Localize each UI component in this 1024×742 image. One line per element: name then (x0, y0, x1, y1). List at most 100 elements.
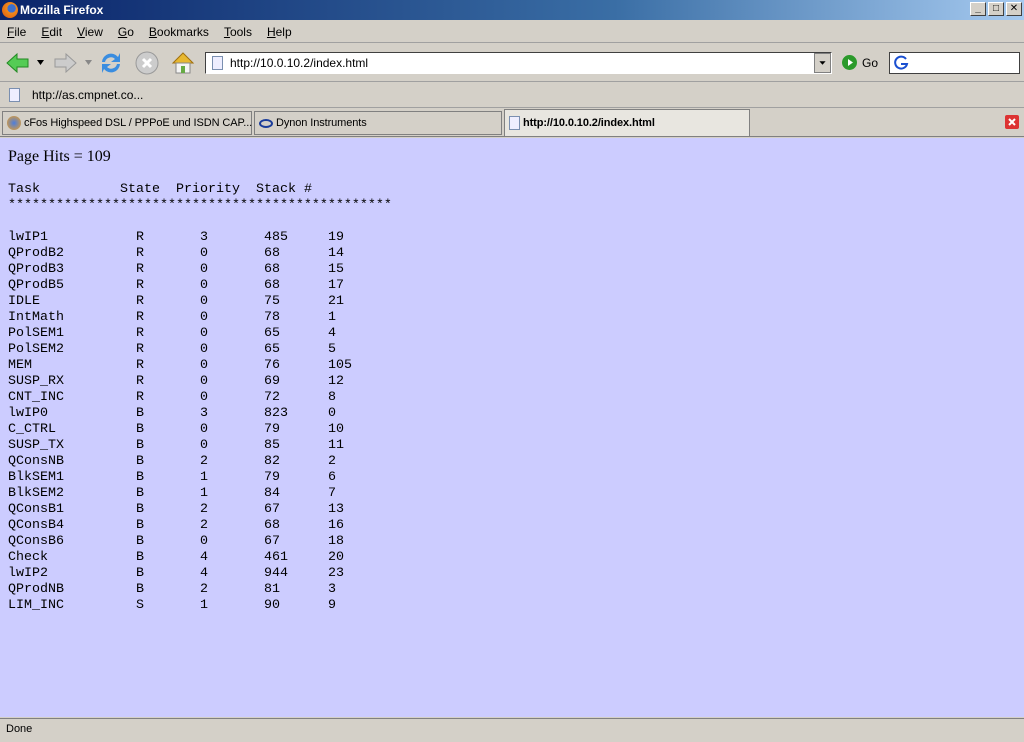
task-stack: 79 (264, 470, 280, 485)
task-number: 16 (328, 518, 344, 533)
table-row: PolSEM2 R 0 65 5 (0, 342, 500, 358)
menu-view[interactable]: View (77, 24, 103, 39)
url-bar[interactable]: http://10.0.10.2/index.html (205, 52, 832, 74)
reload-icon[interactable] (98, 50, 124, 76)
menu-file[interactable]: File (7, 24, 27, 39)
task-name: lwIP0 (8, 406, 48, 421)
menu-tools[interactable]: Tools (223, 24, 252, 39)
task-name: SUSP_RX (8, 374, 64, 389)
task-number: 19 (328, 230, 344, 245)
task-priority: 2 (200, 502, 208, 517)
task-state: R (136, 262, 144, 277)
page-icon (9, 88, 20, 102)
table-row: lwIP2 B 4 944 23 (0, 566, 500, 582)
task-priority: 0 (200, 278, 208, 293)
go-button[interactable]: Go (842, 55, 878, 70)
table-row: SUSP_TX B 0 85 11 (0, 438, 500, 454)
tab-dynon[interactable]: Dynon Instruments (254, 111, 502, 135)
task-stack: 79 (264, 422, 280, 437)
task-name: SUSP_TX (8, 438, 64, 453)
task-stack: 75 (264, 294, 280, 309)
back-icon[interactable] (5, 50, 31, 76)
navigation-toolbar (0, 44, 1024, 82)
header-task: Task (8, 182, 40, 197)
task-state: R (136, 294, 144, 309)
task-number: 15 (328, 262, 344, 277)
task-name: QProdNB (8, 582, 64, 597)
task-state: R (136, 374, 144, 389)
task-name: QConsNB (8, 454, 64, 469)
menu-edit[interactable]: Edit (41, 24, 63, 39)
task-name: QConsB1 (8, 502, 64, 517)
task-number: 12 (328, 374, 344, 389)
forward-icon[interactable] (52, 50, 78, 76)
task-priority: 0 (200, 326, 208, 341)
task-name: CNT_INC (8, 390, 64, 405)
table-row: QConsB1 B 2 67 13 (0, 502, 500, 518)
status-bar: Done (0, 718, 1024, 742)
task-name: QProdB2 (8, 246, 64, 261)
url-dropdown-button[interactable] (814, 53, 831, 73)
table-row: MEM R 0 76 105 (0, 358, 500, 374)
minimize-button[interactable]: _ (970, 2, 986, 16)
task-state: B (136, 470, 144, 485)
table-header: Task State Priority Stack # (0, 182, 500, 198)
task-state: B (136, 422, 144, 437)
task-name: PolSEM2 (8, 342, 64, 357)
close-tab-icon[interactable] (1005, 115, 1019, 129)
go-label: Go (862, 55, 879, 70)
task-stack: 67 (264, 534, 280, 549)
task-stack: 82 (264, 454, 280, 469)
close-button[interactable]: ✕ (1006, 2, 1022, 16)
menu-help[interactable]: Help (266, 24, 292, 39)
task-state: B (136, 454, 144, 469)
table-row: Check B 4 461 20 (0, 550, 500, 566)
task-state: B (136, 550, 144, 565)
maximize-button[interactable]: □ (988, 2, 1004, 16)
task-number: 18 (328, 534, 344, 549)
bookmark-item[interactable]: http://as.cmpnet.co... (32, 88, 144, 102)
table-row: QProdB2 R 0 68 14 (0, 246, 500, 262)
task-state: B (136, 502, 144, 517)
tab-label: Dynon Instruments (276, 117, 367, 129)
task-name: Check (8, 550, 48, 565)
header-stack: Stack # (256, 182, 312, 197)
task-name: QProdB5 (8, 278, 64, 293)
stop-icon[interactable] (134, 50, 160, 76)
task-state: R (136, 246, 144, 261)
task-number: 20 (328, 550, 344, 565)
back-dropdown-icon[interactable] (37, 60, 44, 65)
dynon-icon (259, 118, 273, 128)
search-input[interactable] (889, 52, 1020, 74)
go-icon (842, 55, 857, 70)
home-icon[interactable] (170, 50, 196, 76)
table-row: BlkSEM2 B 1 84 7 (0, 486, 500, 502)
task-state: B (136, 438, 144, 453)
task-stack: 461 (264, 550, 288, 565)
menu-bookmarks[interactable]: Bookmarks (148, 24, 209, 39)
task-priority: 0 (200, 294, 208, 309)
task-number: 21 (328, 294, 344, 309)
task-name: IntMath (8, 310, 64, 325)
menu-go[interactable]: Go (117, 24, 134, 39)
task-state: B (136, 406, 144, 421)
task-priority: 0 (200, 438, 208, 453)
tab-index[interactable]: http://10.0.10.2/index.html (504, 109, 750, 136)
table-row: QProdB5 R 0 68 17 (0, 278, 500, 294)
forward-dropdown-icon[interactable] (85, 60, 92, 65)
table-row: QProdB3 R 0 68 15 (0, 262, 500, 278)
bookmarks-toolbar: http://as.cmpnet.co... (0, 83, 1024, 108)
task-state: R (136, 230, 144, 245)
task-number: 13 (328, 502, 344, 517)
task-name: BlkSEM2 (8, 486, 64, 501)
url-text: http://10.0.10.2/index.html (230, 56, 369, 70)
task-priority: 2 (200, 454, 208, 469)
task-number: 1 (328, 310, 336, 325)
task-priority: 0 (200, 342, 208, 357)
task-number: 6 (328, 470, 336, 485)
task-number: 14 (328, 246, 344, 261)
firefox-logo-icon (2, 2, 18, 18)
task-stack: 944 (264, 566, 288, 581)
tab-cfos[interactable]: cFos Highspeed DSL / PPPoE und ISDN CAP.… (2, 111, 252, 135)
task-stack: 67 (264, 502, 280, 517)
